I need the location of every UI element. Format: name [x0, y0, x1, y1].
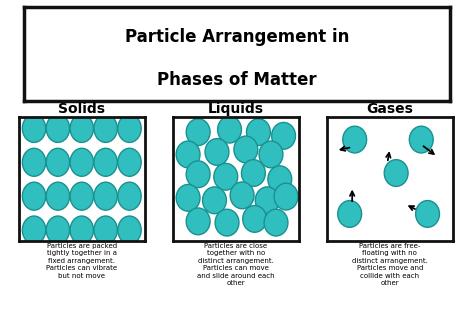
Ellipse shape: [264, 209, 288, 236]
Text: Particle Arrangement in: Particle Arrangement in: [125, 28, 349, 46]
Ellipse shape: [22, 114, 46, 142]
Text: Phases of Matter: Phases of Matter: [157, 71, 317, 89]
Ellipse shape: [94, 182, 117, 210]
Ellipse shape: [384, 160, 408, 186]
Ellipse shape: [22, 182, 46, 210]
Ellipse shape: [22, 148, 46, 176]
Ellipse shape: [338, 201, 362, 227]
Ellipse shape: [243, 205, 266, 232]
Text: Solids: Solids: [58, 102, 105, 116]
Ellipse shape: [268, 166, 292, 193]
Ellipse shape: [230, 182, 254, 209]
Ellipse shape: [416, 201, 439, 227]
Text: Particles are packed
tightly together in a
fixed arrangement.
Particles can vibr: Particles are packed tightly together in…: [46, 243, 118, 279]
Ellipse shape: [70, 182, 93, 210]
Ellipse shape: [118, 182, 141, 210]
Ellipse shape: [186, 208, 210, 235]
Ellipse shape: [259, 141, 283, 168]
Ellipse shape: [272, 123, 295, 149]
Ellipse shape: [255, 187, 279, 214]
Ellipse shape: [176, 185, 200, 211]
Ellipse shape: [70, 148, 93, 176]
Ellipse shape: [176, 141, 200, 168]
Ellipse shape: [94, 148, 117, 176]
Ellipse shape: [274, 183, 298, 210]
Ellipse shape: [186, 119, 210, 145]
Text: Liquids: Liquids: [208, 102, 264, 116]
Ellipse shape: [202, 187, 227, 214]
Ellipse shape: [70, 114, 93, 142]
Ellipse shape: [94, 114, 117, 142]
Ellipse shape: [70, 216, 93, 244]
Ellipse shape: [94, 216, 117, 244]
Ellipse shape: [215, 209, 239, 236]
Ellipse shape: [214, 163, 237, 190]
Ellipse shape: [234, 136, 258, 163]
Ellipse shape: [118, 148, 141, 176]
Text: Gases: Gases: [366, 102, 413, 116]
Ellipse shape: [46, 182, 70, 210]
Text: Particles are close
together with no
distinct arrangement.
Particles can move
an: Particles are close together with no dis…: [197, 243, 274, 286]
Ellipse shape: [205, 139, 229, 165]
Ellipse shape: [118, 216, 141, 244]
Ellipse shape: [410, 126, 433, 153]
Ellipse shape: [46, 216, 70, 244]
Ellipse shape: [46, 114, 70, 142]
Ellipse shape: [186, 161, 210, 188]
Ellipse shape: [343, 126, 366, 153]
Ellipse shape: [46, 148, 70, 176]
Ellipse shape: [22, 216, 46, 244]
Ellipse shape: [218, 116, 241, 143]
Ellipse shape: [241, 160, 265, 186]
Text: Particles are free-
floating with no
distinct arrangement.
Particles move and
co: Particles are free- floating with no dis…: [352, 243, 428, 286]
Ellipse shape: [118, 114, 141, 142]
Ellipse shape: [246, 119, 270, 145]
